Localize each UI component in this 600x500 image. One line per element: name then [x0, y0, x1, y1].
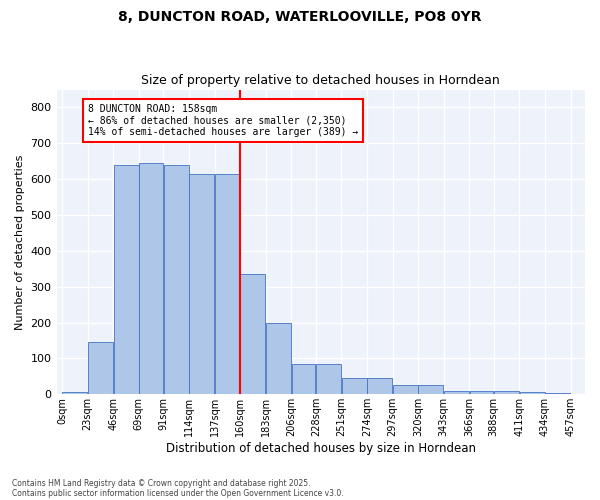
Bar	[164, 165, 188, 394]
Text: Contains HM Land Registry data © Crown copyright and database right 2025.: Contains HM Land Registry data © Crown c…	[12, 478, 311, 488]
Bar	[316, 364, 341, 394]
Bar	[470, 390, 493, 394]
Y-axis label: Number of detached properties: Number of detached properties	[15, 154, 25, 330]
Text: 8 DUNCTON ROAD: 158sqm
← 86% of detached houses are smaller (2,350)
14% of semi-: 8 DUNCTON ROAD: 158sqm ← 86% of detached…	[88, 104, 358, 137]
Bar	[113, 165, 139, 394]
Bar	[62, 392, 88, 394]
Bar	[266, 322, 291, 394]
Bar	[189, 174, 214, 394]
Bar	[88, 342, 113, 394]
Title: Size of property relative to detached houses in Horndean: Size of property relative to detached ho…	[142, 74, 500, 87]
Bar	[367, 378, 392, 394]
Bar	[139, 163, 163, 394]
Text: 8, DUNCTON ROAD, WATERLOOVILLE, PO8 0YR: 8, DUNCTON ROAD, WATERLOOVILLE, PO8 0YR	[118, 10, 482, 24]
Bar	[341, 378, 367, 394]
Bar	[545, 393, 570, 394]
Bar	[241, 274, 265, 394]
Bar	[520, 392, 545, 394]
X-axis label: Distribution of detached houses by size in Horndean: Distribution of detached houses by size …	[166, 442, 476, 455]
Bar	[393, 386, 418, 394]
Text: Contains public sector information licensed under the Open Government Licence v3: Contains public sector information licen…	[12, 488, 344, 498]
Bar	[418, 386, 443, 394]
Bar	[215, 174, 240, 394]
Bar	[292, 364, 316, 394]
Bar	[444, 390, 469, 394]
Bar	[494, 390, 519, 394]
